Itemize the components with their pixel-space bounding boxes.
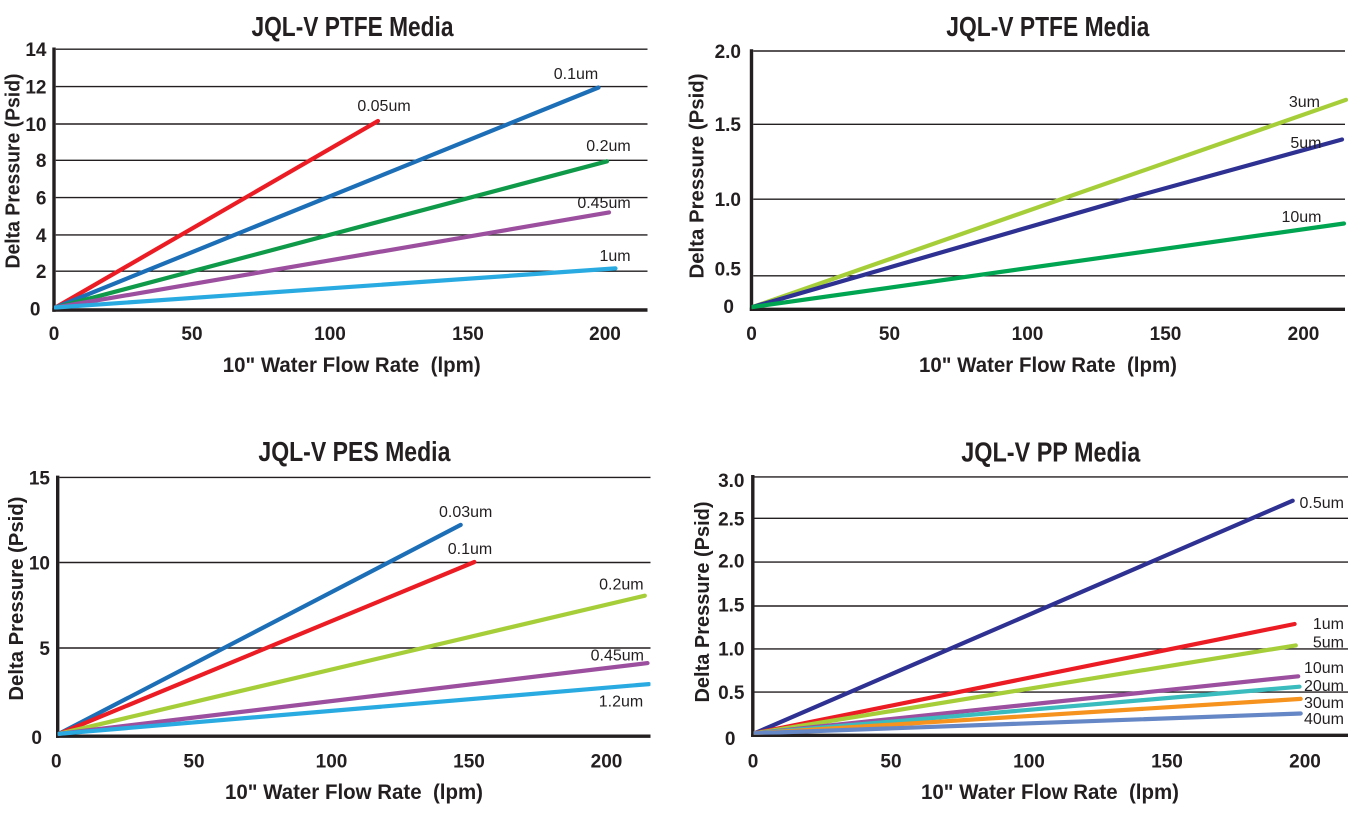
svg-text:Delta Pressure (Psid): Delta Pressure (Psid) xyxy=(692,502,714,703)
svg-text:15: 15 xyxy=(29,468,51,489)
svg-text:50: 50 xyxy=(880,752,901,773)
svg-text:200: 200 xyxy=(1288,324,1320,345)
svg-text:10: 10 xyxy=(29,553,50,574)
svg-text:0.2um: 0.2um xyxy=(586,138,630,155)
svg-text:30um: 30um xyxy=(1304,695,1344,712)
svg-text:0.05um: 0.05um xyxy=(357,98,410,115)
svg-text:100: 100 xyxy=(316,752,348,773)
svg-text:40um: 40um xyxy=(1304,711,1344,728)
svg-text:20um: 20um xyxy=(1304,678,1344,695)
svg-text:14: 14 xyxy=(25,40,47,61)
svg-text:3.0: 3.0 xyxy=(718,471,744,492)
svg-text:0.5: 0.5 xyxy=(718,683,745,704)
svg-text:10" Water Flow Rate (lpm): 10" Water Flow Rate (lpm) xyxy=(223,354,481,377)
svg-text:5um: 5um xyxy=(1290,135,1321,152)
svg-text:0.1um: 0.1um xyxy=(448,541,492,558)
svg-text:0.03um: 0.03um xyxy=(439,504,492,521)
svg-text:100: 100 xyxy=(314,324,346,345)
svg-text:100: 100 xyxy=(1012,324,1044,345)
svg-text:1.0: 1.0 xyxy=(715,190,741,211)
svg-text:0.5: 0.5 xyxy=(715,260,742,281)
svg-text:0.2um: 0.2um xyxy=(599,577,643,594)
svg-text:6: 6 xyxy=(36,189,47,210)
svg-text:4: 4 xyxy=(36,226,47,247)
svg-text:2: 2 xyxy=(36,262,47,283)
svg-text:Delta Pressure (Psid): Delta Pressure (Psid) xyxy=(687,74,709,279)
svg-text:0: 0 xyxy=(49,324,60,345)
svg-text:0: 0 xyxy=(723,297,734,318)
svg-text:8: 8 xyxy=(36,151,47,172)
svg-text:2.0: 2.0 xyxy=(715,42,741,63)
svg-text:150: 150 xyxy=(453,752,485,773)
svg-text:10um: 10um xyxy=(1281,209,1321,226)
svg-text:Delta Pressure (Psid): Delta Pressure (Psid) xyxy=(6,497,28,701)
svg-text:0: 0 xyxy=(30,300,41,321)
svg-text:0: 0 xyxy=(746,324,757,345)
svg-text:50: 50 xyxy=(181,324,202,345)
svg-text:Delta Pressure (Psid): Delta Pressure (Psid) xyxy=(3,74,25,269)
svg-text:100: 100 xyxy=(1013,752,1045,773)
svg-text:0: 0 xyxy=(725,729,736,750)
svg-text:200: 200 xyxy=(1289,752,1321,773)
svg-text:0.45um: 0.45um xyxy=(591,648,644,665)
svg-text:JQL-V PP Media: JQL-V PP Media xyxy=(961,437,1140,468)
svg-text:JQL-V PES Media: JQL-V PES Media xyxy=(258,436,450,467)
svg-text:50: 50 xyxy=(879,324,900,345)
svg-text:2.0: 2.0 xyxy=(718,551,744,572)
svg-text:12: 12 xyxy=(25,78,46,99)
svg-text:0.1um: 0.1um xyxy=(554,66,598,83)
svg-text:0.5um: 0.5um xyxy=(1300,495,1344,512)
svg-text:50: 50 xyxy=(183,752,204,773)
svg-text:10um: 10um xyxy=(1304,660,1344,677)
svg-text:JQL-V PTFE Media: JQL-V PTFE Media xyxy=(946,11,1149,42)
svg-text:10: 10 xyxy=(25,115,46,136)
svg-text:JQL-V PTFE Media: JQL-V PTFE Media xyxy=(252,11,454,42)
svg-text:3um: 3um xyxy=(1289,94,1320,111)
svg-text:1.5: 1.5 xyxy=(718,595,745,616)
svg-text:0: 0 xyxy=(31,728,42,749)
svg-text:0: 0 xyxy=(51,752,62,773)
svg-text:150: 150 xyxy=(452,324,484,345)
svg-text:1um: 1um xyxy=(599,248,630,265)
svg-text:0.45um: 0.45um xyxy=(577,195,630,212)
svg-text:10" Water Flow Rate (lpm): 10" Water Flow Rate (lpm) xyxy=(921,781,1179,804)
svg-text:1.0: 1.0 xyxy=(718,640,744,661)
svg-text:150: 150 xyxy=(1151,752,1183,773)
svg-text:1um: 1um xyxy=(1313,616,1344,633)
svg-text:1.2um: 1.2um xyxy=(599,694,643,711)
svg-text:5: 5 xyxy=(39,639,50,660)
svg-text:200: 200 xyxy=(589,324,621,345)
svg-text:1.5: 1.5 xyxy=(715,115,742,136)
svg-text:0: 0 xyxy=(748,752,759,773)
svg-text:10" Water Flow Rate (lpm): 10" Water Flow Rate (lpm) xyxy=(919,354,1177,377)
svg-text:10" Water Flow Rate (lpm): 10" Water Flow Rate (lpm) xyxy=(225,781,483,804)
svg-text:150: 150 xyxy=(1150,324,1182,345)
svg-text:2.5: 2.5 xyxy=(718,510,745,531)
svg-text:200: 200 xyxy=(591,752,623,773)
svg-text:5um: 5um xyxy=(1313,634,1344,651)
